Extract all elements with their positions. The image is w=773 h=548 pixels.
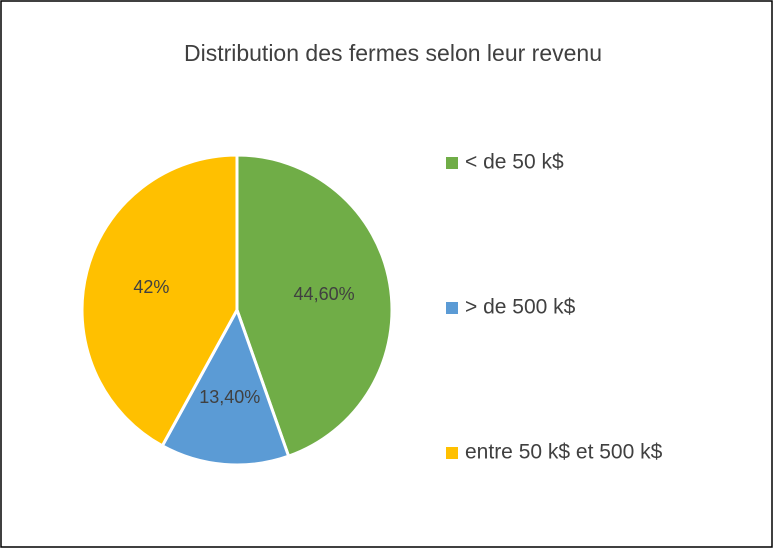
data-label: 44,60% [294,284,355,304]
legend: < de 50 k$ > de 500 k$ entre 50 k$ et 500 … [446,151,663,464]
data-label: 42% [133,277,169,297]
pie: 44,60% 13,40% 42% [80,153,394,467]
legend-label: < de 50 k$ [465,151,564,174]
pie-slice [160,306,291,467]
legend-label: > de 500 k$ [465,296,576,319]
pie-slice [235,153,394,459]
legend-swatch [446,302,458,314]
legend-label: entre 50 k$ et 500 k$ [465,441,663,464]
chart-title: Distribution des fermes selon leur reven… [184,40,602,66]
pie-slice [80,153,239,448]
data-label: 13,40% [199,387,260,407]
legend-swatch [446,447,458,459]
legend-swatch [446,157,458,169]
